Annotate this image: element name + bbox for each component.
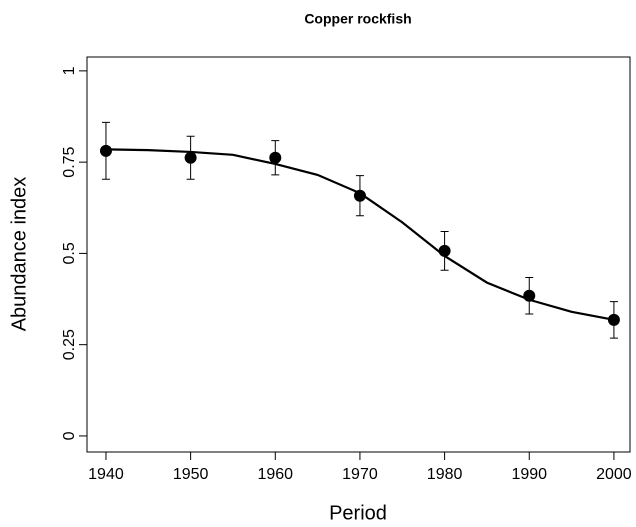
point — [99, 144, 112, 157]
point — [184, 151, 197, 164]
chart-title: Copper rockfish — [304, 11, 411, 27]
x-tick-label: 1980 — [427, 466, 463, 483]
point — [438, 244, 451, 257]
point — [607, 313, 620, 326]
x-tick-label: 2000 — [596, 466, 632, 483]
y-tick-label: 0 — [61, 431, 78, 440]
plot-box — [86, 56, 631, 453]
y-tick-label: 0.5 — [61, 242, 78, 264]
fitted-curve — [105, 148, 615, 321]
x-tick-label: 1940 — [88, 466, 124, 483]
x-tick-label: 1970 — [342, 466, 378, 483]
x-tick-label: 1960 — [257, 466, 293, 483]
y-axis-label: Abundance index — [8, 177, 30, 332]
y-tick-label: 0.25 — [61, 329, 78, 360]
y-tick-label: 1 — [61, 66, 78, 75]
x-axis-label: Period — [329, 502, 387, 524]
point — [353, 189, 366, 202]
point — [523, 289, 536, 302]
y-tick-label: 0.75 — [61, 146, 78, 177]
x-tick-label: 1950 — [173, 466, 209, 483]
point — [269, 151, 282, 164]
x-tick-label: 1990 — [511, 466, 547, 483]
